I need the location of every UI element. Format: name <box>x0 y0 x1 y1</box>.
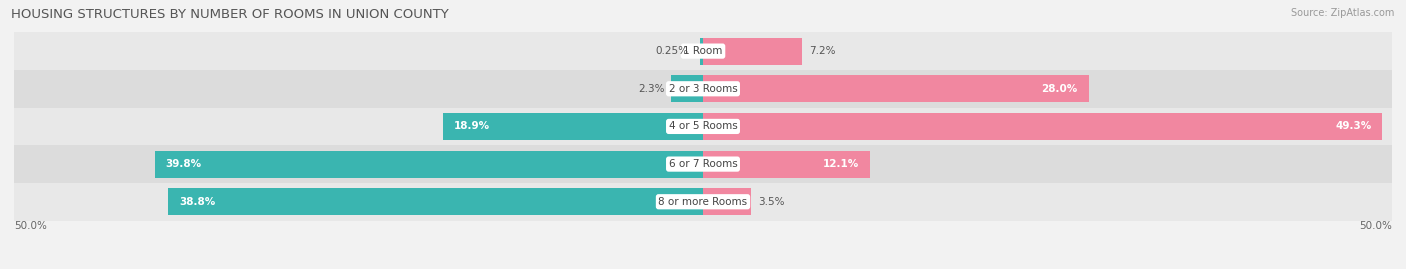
Text: 50.0%: 50.0% <box>1360 221 1392 231</box>
Bar <box>14 70 1392 108</box>
Bar <box>671 75 703 102</box>
Text: Source: ZipAtlas.com: Source: ZipAtlas.com <box>1291 8 1395 18</box>
Legend: Owner-occupied, Renter-occupied: Owner-occupied, Renter-occupied <box>583 267 823 269</box>
Bar <box>443 113 703 140</box>
Bar <box>703 38 803 65</box>
Bar <box>703 151 870 178</box>
Bar <box>14 145 1392 183</box>
Text: 28.0%: 28.0% <box>1042 84 1078 94</box>
Text: 4 or 5 Rooms: 4 or 5 Rooms <box>669 121 737 132</box>
Text: 3.5%: 3.5% <box>758 197 785 207</box>
Bar <box>155 151 703 178</box>
Text: HOUSING STRUCTURES BY NUMBER OF ROOMS IN UNION COUNTY: HOUSING STRUCTURES BY NUMBER OF ROOMS IN… <box>11 8 449 21</box>
Bar <box>14 183 1392 221</box>
Text: 7.2%: 7.2% <box>808 46 835 56</box>
Bar <box>14 32 1392 70</box>
Text: 8 or more Rooms: 8 or more Rooms <box>658 197 748 207</box>
Text: 12.1%: 12.1% <box>823 159 859 169</box>
Bar <box>703 75 1088 102</box>
Bar <box>703 188 751 215</box>
Text: 38.8%: 38.8% <box>180 197 215 207</box>
Text: 50.0%: 50.0% <box>14 221 46 231</box>
Bar <box>14 108 1392 145</box>
Text: 2.3%: 2.3% <box>638 84 665 94</box>
Text: 49.3%: 49.3% <box>1336 121 1371 132</box>
Text: 2 or 3 Rooms: 2 or 3 Rooms <box>669 84 737 94</box>
Bar <box>700 38 703 65</box>
Text: 18.9%: 18.9% <box>454 121 489 132</box>
Text: 0.25%: 0.25% <box>655 46 689 56</box>
Bar <box>703 113 1382 140</box>
Text: 39.8%: 39.8% <box>166 159 201 169</box>
Text: 6 or 7 Rooms: 6 or 7 Rooms <box>669 159 737 169</box>
Text: 1 Room: 1 Room <box>683 46 723 56</box>
Bar <box>169 188 703 215</box>
